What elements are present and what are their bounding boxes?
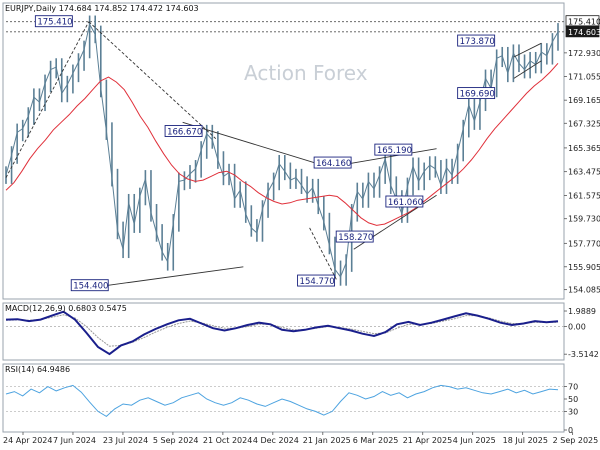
trend-line-upper-left — [5, 21, 90, 178]
rsi-y-tick-label: 50 — [568, 395, 578, 404]
x-tick-label: 4 Dec 2024 — [253, 436, 299, 445]
y-tick-label: 169.165 — [568, 96, 600, 105]
price-tag-label: 175.410 — [568, 18, 600, 27]
macd-y-tick-label: 0.00 — [568, 323, 586, 332]
moving-average-line — [5, 62, 559, 226]
y-tick-label: 171.055 — [568, 72, 600, 81]
flag-top-line — [513, 42, 542, 58]
main-panel-frame — [2, 2, 565, 300]
macd-y-tick-label: 1.9889 — [568, 307, 596, 316]
annotation-label: 154.400 — [73, 282, 108, 292]
annotation-box — [164, 125, 203, 137]
price-header: EURJPY,Daily 174.684 174.852 174.472 174… — [5, 4, 199, 13]
rsi-panel — [5, 384, 564, 418]
macd-panel-frame — [2, 302, 565, 361]
y-tick-label: 172.930 — [568, 49, 600, 58]
annotation-label: 164.160 — [316, 159, 351, 169]
x-tick-label: 4 Jun 2025 — [453, 436, 496, 445]
rsi-y-tick-label: 70 — [568, 383, 578, 392]
x-tick-label: 6 Mar 2025 — [353, 436, 399, 445]
price-series-line — [5, 22, 559, 278]
x-tick-label: 21 Oct 2024 — [203, 436, 252, 445]
annotation-box — [385, 195, 424, 208]
annotation-box — [297, 274, 336, 287]
x-tick-label: 23 Jul 2024 — [103, 436, 148, 445]
macd-header: MACD(12,26,9) 0.6803 0.5475 — [5, 304, 127, 313]
trend-line-down — [88, 21, 217, 140]
price-tag — [565, 25, 600, 38]
macd-signal-line — [5, 314, 559, 347]
annotation-box — [34, 15, 73, 28]
x-tick-label: 24 Apr 2024 — [3, 436, 52, 445]
x-tick-label: 21 Jan 2025 — [303, 436, 351, 445]
trend-line-support — [105, 266, 244, 287]
annotation-label: 158.270 — [338, 233, 373, 243]
x-tick-label: 21 Apr 2025 — [403, 436, 452, 445]
macd-line — [5, 310, 559, 356]
trend-line-channel-top — [348, 148, 437, 165]
annotation-label: 175.410 — [37, 18, 72, 28]
annotation-label: 169.690 — [460, 90, 495, 100]
annotation-label: 166.670 — [167, 128, 202, 138]
rsi-header: RSI(14) 64.9486 — [5, 365, 70, 374]
y-tick-label: 163.475 — [568, 168, 600, 177]
y-tick-label: 157.770 — [568, 239, 600, 248]
macd-y-tick-label: -3.5142 — [568, 350, 599, 359]
y-tick-label: 165.365 — [568, 144, 600, 153]
trend-line-resistance — [182, 121, 327, 167]
annotation-label: 154.770 — [300, 277, 335, 287]
y-tick-label: 161.575 — [568, 192, 600, 201]
rsi-y-tick-label: 0 — [568, 426, 573, 435]
x-tick-label: 5 Sep 2024 — [153, 436, 199, 445]
macd-panel — [5, 310, 564, 356]
annotation-box — [313, 156, 352, 169]
annotation-box — [374, 143, 413, 156]
x-tick-label: 7 Jun 2024 — [53, 436, 96, 445]
rsi-panel-frame — [2, 363, 565, 433]
y-tick-label: 159.730 — [568, 215, 600, 224]
annotation-box — [457, 87, 496, 100]
rsi-line — [5, 384, 559, 418]
y-tick-label: 154.085 — [568, 286, 600, 295]
annotation-label: 165.190 — [377, 146, 412, 156]
price-panel: 175.410 166.670 154.400 164.160 165.190 161.0… — [5, 15, 564, 292]
annotation-label: 173.870 — [460, 37, 495, 47]
y-tick-label: 155.905 — [568, 263, 600, 272]
annotation-box — [457, 34, 496, 47]
x-tick-label: 2 Sep 2025 — [553, 436, 599, 445]
watermark: Action Forex — [244, 61, 368, 85]
axes: 175.410174.603172.930171.055169.165167.3… — [3, 15, 600, 445]
flag-bottom-line — [513, 60, 542, 79]
x-tick-label: 18 Jul 2025 — [503, 436, 548, 445]
y-tick-label: 167.325 — [568, 119, 600, 128]
annotation-box — [70, 279, 109, 292]
annotation-box — [335, 230, 374, 243]
price-tag-label: 174.603 — [568, 28, 600, 37]
annotation-label: 161.060 — [388, 198, 423, 208]
rsi-y-tick-label: 30 — [568, 407, 578, 416]
